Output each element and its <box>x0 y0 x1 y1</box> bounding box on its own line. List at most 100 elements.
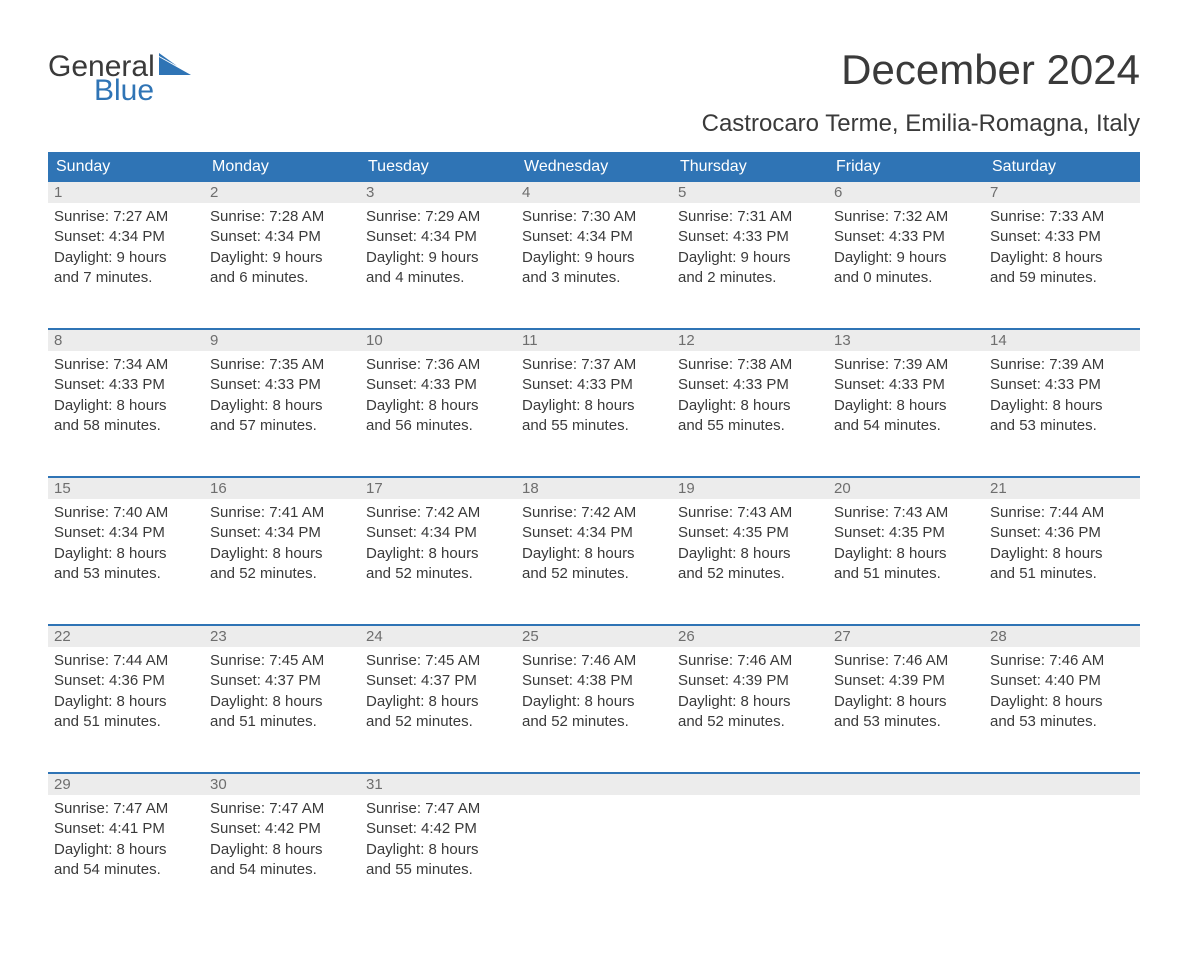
day-cell: Sunrise: 7:46 AMSunset: 4:39 PMDaylight:… <box>672 647 828 773</box>
day-number-cell: 21 <box>984 478 1140 499</box>
sunrise-text: Sunrise: 7:33 AM <box>990 207 1132 227</box>
day-number-cell: 13 <box>828 330 984 351</box>
sunset-text: Sunset: 4:33 PM <box>522 375 664 395</box>
weekday-header: Tuesday <box>360 152 516 182</box>
sunrise-text: Sunrise: 7:32 AM <box>834 207 976 227</box>
day-number-cell: 14 <box>984 330 1140 351</box>
sunset-text: Sunset: 4:36 PM <box>990 523 1132 543</box>
day-number-cell: 20 <box>828 478 984 499</box>
daylight-line1: Daylight: 8 hours <box>366 396 508 416</box>
day-number-cell: 25 <box>516 626 672 647</box>
day-cell: Sunrise: 7:45 AMSunset: 4:37 PMDaylight:… <box>360 647 516 773</box>
daylight-line1: Daylight: 8 hours <box>522 692 664 712</box>
sunset-text: Sunset: 4:40 PM <box>990 671 1132 691</box>
daylight-line2: and 53 minutes. <box>834 712 976 732</box>
sunrise-text: Sunrise: 7:28 AM <box>210 207 352 227</box>
daylight-line2: and 52 minutes. <box>210 564 352 584</box>
day-number-cell: 3 <box>360 182 516 203</box>
sunrise-text: Sunrise: 7:44 AM <box>990 503 1132 523</box>
day-number-cell: 23 <box>204 626 360 647</box>
sunrise-text: Sunrise: 7:46 AM <box>678 651 820 671</box>
sunset-text: Sunset: 4:38 PM <box>522 671 664 691</box>
daylight-line1: Daylight: 8 hours <box>522 544 664 564</box>
day-cell: Sunrise: 7:46 AMSunset: 4:38 PMDaylight:… <box>516 647 672 773</box>
day-number-cell <box>672 774 828 795</box>
day-cell <box>672 795 828 921</box>
day-number-cell: 27 <box>828 626 984 647</box>
day-cell: Sunrise: 7:34 AMSunset: 4:33 PMDaylight:… <box>48 351 204 477</box>
sunset-text: Sunset: 4:42 PM <box>210 819 352 839</box>
daylight-line2: and 55 minutes. <box>522 416 664 436</box>
day-cell <box>984 795 1140 921</box>
day-number-cell <box>984 774 1140 795</box>
day-cell: Sunrise: 7:39 AMSunset: 4:33 PMDaylight:… <box>984 351 1140 477</box>
sunrise-text: Sunrise: 7:38 AM <box>678 355 820 375</box>
sunset-text: Sunset: 4:33 PM <box>990 375 1132 395</box>
sunrise-text: Sunrise: 7:45 AM <box>366 651 508 671</box>
calendar-table: SundayMondayTuesdayWednesdayThursdayFrid… <box>48 152 1140 921</box>
day-cell: Sunrise: 7:43 AMSunset: 4:35 PMDaylight:… <box>828 499 984 625</box>
weekday-header: Saturday <box>984 152 1140 182</box>
sunrise-text: Sunrise: 7:36 AM <box>366 355 508 375</box>
page-title: December 2024 <box>702 48 1140 92</box>
day-number-row: 891011121314 <box>48 330 1140 351</box>
sunset-text: Sunset: 4:37 PM <box>366 671 508 691</box>
daylight-line1: Daylight: 8 hours <box>54 396 196 416</box>
day-number-cell: 6 <box>828 182 984 203</box>
daylight-line1: Daylight: 8 hours <box>210 692 352 712</box>
sunset-text: Sunset: 4:34 PM <box>366 523 508 543</box>
sunrise-text: Sunrise: 7:39 AM <box>834 355 976 375</box>
day-number-cell: 15 <box>48 478 204 499</box>
daylight-line2: and 54 minutes. <box>834 416 976 436</box>
daylight-line1: Daylight: 9 hours <box>522 248 664 268</box>
sunset-text: Sunset: 4:33 PM <box>990 227 1132 247</box>
weekday-header: Monday <box>204 152 360 182</box>
daylight-line2: and 59 minutes. <box>990 268 1132 288</box>
weekday-header: Sunday <box>48 152 204 182</box>
day-cell: Sunrise: 7:38 AMSunset: 4:33 PMDaylight:… <box>672 351 828 477</box>
day-cell: Sunrise: 7:47 AMSunset: 4:41 PMDaylight:… <box>48 795 204 921</box>
daylight-line2: and 51 minutes. <box>834 564 976 584</box>
sunset-text: Sunset: 4:33 PM <box>54 375 196 395</box>
daylight-line1: Daylight: 8 hours <box>210 840 352 860</box>
day-number-cell: 5 <box>672 182 828 203</box>
day-number-cell: 8 <box>48 330 204 351</box>
sunset-text: Sunset: 4:39 PM <box>678 671 820 691</box>
daylight-line1: Daylight: 8 hours <box>834 396 976 416</box>
sunrise-text: Sunrise: 7:39 AM <box>990 355 1132 375</box>
daylight-line2: and 52 minutes. <box>678 564 820 584</box>
sunset-text: Sunset: 4:33 PM <box>678 227 820 247</box>
daylight-line2: and 53 minutes. <box>990 416 1132 436</box>
daylight-line2: and 3 minutes. <box>522 268 664 288</box>
sunrise-text: Sunrise: 7:27 AM <box>54 207 196 227</box>
daylight-line1: Daylight: 9 hours <box>678 248 820 268</box>
day-cell: Sunrise: 7:44 AMSunset: 4:36 PMDaylight:… <box>984 499 1140 625</box>
daylight-line1: Daylight: 8 hours <box>54 544 196 564</box>
day-number-cell <box>828 774 984 795</box>
day-cell: Sunrise: 7:45 AMSunset: 4:37 PMDaylight:… <box>204 647 360 773</box>
daylight-line1: Daylight: 8 hours <box>678 544 820 564</box>
day-number-row: 22232425262728 <box>48 626 1140 647</box>
day-number-cell: 1 <box>48 182 204 203</box>
day-content-row: Sunrise: 7:34 AMSunset: 4:33 PMDaylight:… <box>48 351 1140 477</box>
daylight-line2: and 2 minutes. <box>678 268 820 288</box>
daylight-line1: Daylight: 8 hours <box>990 692 1132 712</box>
day-number-cell: 24 <box>360 626 516 647</box>
day-number-cell: 28 <box>984 626 1140 647</box>
day-number-cell: 4 <box>516 182 672 203</box>
weekday-header: Friday <box>828 152 984 182</box>
daylight-line2: and 58 minutes. <box>54 416 196 436</box>
sunset-text: Sunset: 4:34 PM <box>522 227 664 247</box>
logo-flag-icon <box>159 53 191 80</box>
daylight-line2: and 4 minutes. <box>366 268 508 288</box>
daylight-line1: Daylight: 9 hours <box>54 248 196 268</box>
daylight-line2: and 52 minutes. <box>678 712 820 732</box>
sunrise-text: Sunrise: 7:47 AM <box>210 799 352 819</box>
day-number-cell: 26 <box>672 626 828 647</box>
day-number-cell: 7 <box>984 182 1140 203</box>
logo-word-blue: Blue <box>94 76 154 106</box>
sunset-text: Sunset: 4:42 PM <box>366 819 508 839</box>
day-cell: Sunrise: 7:27 AMSunset: 4:34 PMDaylight:… <box>48 203 204 329</box>
day-cell: Sunrise: 7:42 AMSunset: 4:34 PMDaylight:… <box>516 499 672 625</box>
sunset-text: Sunset: 4:33 PM <box>366 375 508 395</box>
